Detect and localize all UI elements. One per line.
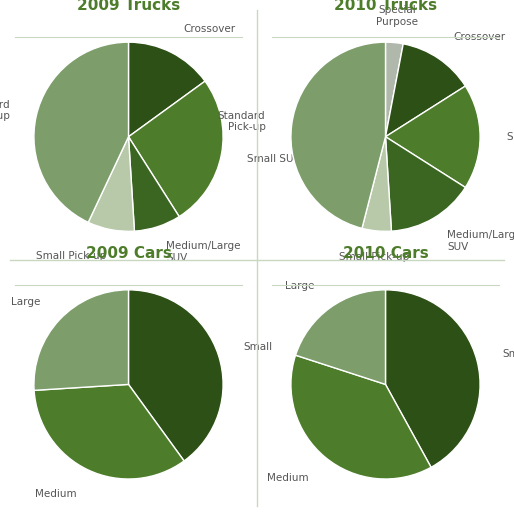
Wedge shape (88, 137, 135, 231)
Text: Small Pick-up: Small Pick-up (35, 251, 106, 261)
Text: Standard
Pick-up: Standard Pick-up (218, 111, 265, 133)
Wedge shape (386, 290, 480, 467)
Wedge shape (128, 290, 223, 461)
Wedge shape (128, 137, 179, 231)
Text: Small: Small (503, 349, 514, 359)
Text: Small: Small (244, 342, 273, 352)
Wedge shape (128, 42, 205, 137)
Text: Crossover: Crossover (453, 31, 506, 42)
Wedge shape (386, 137, 465, 231)
Wedge shape (386, 42, 403, 137)
Wedge shape (34, 290, 128, 391)
Title: 2010 Trucks: 2010 Trucks (334, 0, 437, 13)
Wedge shape (291, 42, 386, 229)
Wedge shape (386, 86, 480, 187)
Text: Large: Large (285, 282, 315, 292)
Text: Medium: Medium (267, 473, 308, 482)
Wedge shape (362, 137, 392, 231)
Text: Standard
Pick-up: Standard Pick-up (0, 100, 10, 121)
Text: Large: Large (11, 297, 40, 307)
Title: 2009 Cars: 2009 Cars (85, 246, 172, 261)
Wedge shape (128, 81, 223, 217)
Text: Special
Purpose: Special Purpose (376, 6, 418, 27)
Text: Small Pick-up: Small Pick-up (339, 252, 409, 262)
Title: 2009 Trucks: 2009 Trucks (77, 0, 180, 13)
Wedge shape (291, 355, 431, 479)
Wedge shape (34, 384, 184, 479)
Wedge shape (386, 44, 465, 137)
Text: Medium/Large
SUV: Medium/Large SUV (447, 230, 514, 252)
Text: Small SUV: Small SUV (507, 132, 514, 142)
Wedge shape (34, 42, 128, 222)
Text: Small SUV: Small SUV (247, 154, 301, 165)
Text: Crossover: Crossover (183, 24, 235, 34)
Title: 2010 Cars: 2010 Cars (343, 246, 428, 261)
Text: Medium: Medium (35, 489, 77, 499)
Wedge shape (296, 290, 386, 384)
Text: Medium/Large
SUV: Medium/Large SUV (166, 241, 241, 263)
